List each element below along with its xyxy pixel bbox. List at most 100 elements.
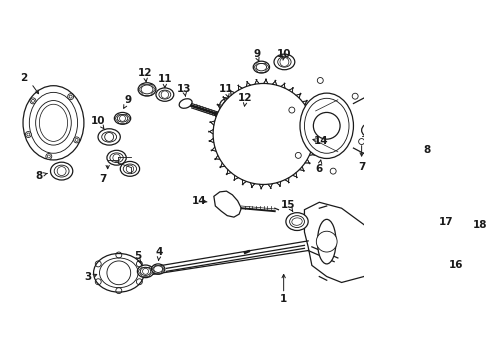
Circle shape [213, 84, 314, 184]
Circle shape [242, 112, 286, 156]
Ellipse shape [463, 231, 490, 252]
Circle shape [223, 93, 304, 175]
Ellipse shape [286, 213, 308, 230]
Circle shape [143, 268, 148, 274]
Ellipse shape [141, 85, 153, 94]
Ellipse shape [54, 165, 69, 177]
Circle shape [445, 233, 452, 240]
Ellipse shape [290, 216, 304, 228]
Text: 18: 18 [472, 220, 487, 230]
Circle shape [75, 138, 78, 141]
Ellipse shape [179, 99, 192, 108]
Circle shape [48, 155, 50, 158]
Circle shape [69, 95, 72, 98]
Circle shape [74, 137, 79, 143]
Text: 17: 17 [439, 217, 454, 226]
Text: 5: 5 [134, 252, 141, 261]
Circle shape [113, 154, 120, 161]
Ellipse shape [220, 98, 238, 112]
Circle shape [68, 94, 74, 100]
Ellipse shape [466, 234, 486, 249]
Circle shape [120, 116, 125, 121]
Ellipse shape [23, 86, 84, 160]
Ellipse shape [379, 136, 393, 147]
Text: 11: 11 [158, 74, 172, 84]
Circle shape [225, 101, 232, 109]
Ellipse shape [402, 124, 424, 142]
Ellipse shape [107, 150, 126, 165]
Text: 14: 14 [314, 136, 328, 147]
Ellipse shape [99, 258, 138, 288]
Text: 12: 12 [238, 93, 252, 103]
Ellipse shape [253, 61, 270, 73]
Circle shape [232, 103, 295, 165]
Ellipse shape [138, 83, 156, 96]
Circle shape [31, 99, 34, 102]
Ellipse shape [36, 100, 71, 145]
Text: 8: 8 [423, 145, 431, 155]
Ellipse shape [453, 245, 464, 253]
Ellipse shape [39, 104, 68, 141]
Text: 11: 11 [219, 84, 234, 94]
Ellipse shape [236, 107, 254, 121]
Ellipse shape [223, 100, 235, 109]
Ellipse shape [140, 267, 151, 275]
Ellipse shape [94, 253, 144, 292]
Text: 14: 14 [192, 196, 206, 206]
Circle shape [317, 231, 337, 252]
Ellipse shape [300, 93, 353, 158]
Text: 12: 12 [138, 68, 153, 78]
Circle shape [126, 165, 134, 172]
Circle shape [107, 261, 131, 285]
Ellipse shape [98, 129, 120, 145]
Text: 2: 2 [20, 72, 27, 82]
Ellipse shape [159, 90, 171, 99]
Ellipse shape [408, 130, 418, 137]
Ellipse shape [123, 164, 137, 174]
Circle shape [30, 98, 36, 104]
Text: 7: 7 [359, 162, 366, 172]
Ellipse shape [29, 93, 77, 153]
Text: 3: 3 [84, 271, 91, 282]
Ellipse shape [50, 162, 73, 180]
Text: 10: 10 [91, 116, 105, 126]
Circle shape [368, 126, 375, 134]
Ellipse shape [256, 63, 267, 71]
Ellipse shape [154, 266, 163, 273]
Text: 16: 16 [449, 260, 463, 270]
Ellipse shape [239, 109, 251, 118]
Ellipse shape [447, 240, 469, 258]
Text: 10: 10 [276, 49, 291, 59]
Ellipse shape [381, 138, 392, 144]
Text: 8: 8 [35, 171, 42, 181]
Polygon shape [304, 202, 379, 283]
Ellipse shape [156, 88, 174, 101]
Ellipse shape [318, 219, 336, 264]
Ellipse shape [151, 264, 165, 274]
Text: 9: 9 [253, 49, 261, 59]
Ellipse shape [278, 57, 291, 67]
Text: 6: 6 [316, 164, 323, 174]
Ellipse shape [442, 232, 454, 241]
Polygon shape [214, 191, 242, 217]
Ellipse shape [304, 98, 349, 153]
Ellipse shape [292, 218, 302, 225]
Circle shape [280, 58, 289, 66]
Circle shape [27, 133, 30, 136]
Circle shape [470, 236, 482, 248]
Ellipse shape [120, 161, 140, 176]
Ellipse shape [362, 123, 381, 138]
Circle shape [46, 153, 52, 159]
Ellipse shape [114, 112, 131, 124]
Text: 7: 7 [99, 174, 106, 184]
Ellipse shape [110, 153, 123, 163]
Circle shape [57, 167, 66, 176]
Circle shape [161, 91, 169, 98]
Text: 13: 13 [177, 84, 192, 94]
Ellipse shape [365, 125, 378, 135]
Ellipse shape [405, 127, 420, 139]
Circle shape [25, 131, 31, 138]
Text: 9: 9 [124, 95, 131, 105]
Circle shape [314, 112, 340, 139]
Ellipse shape [451, 243, 465, 255]
